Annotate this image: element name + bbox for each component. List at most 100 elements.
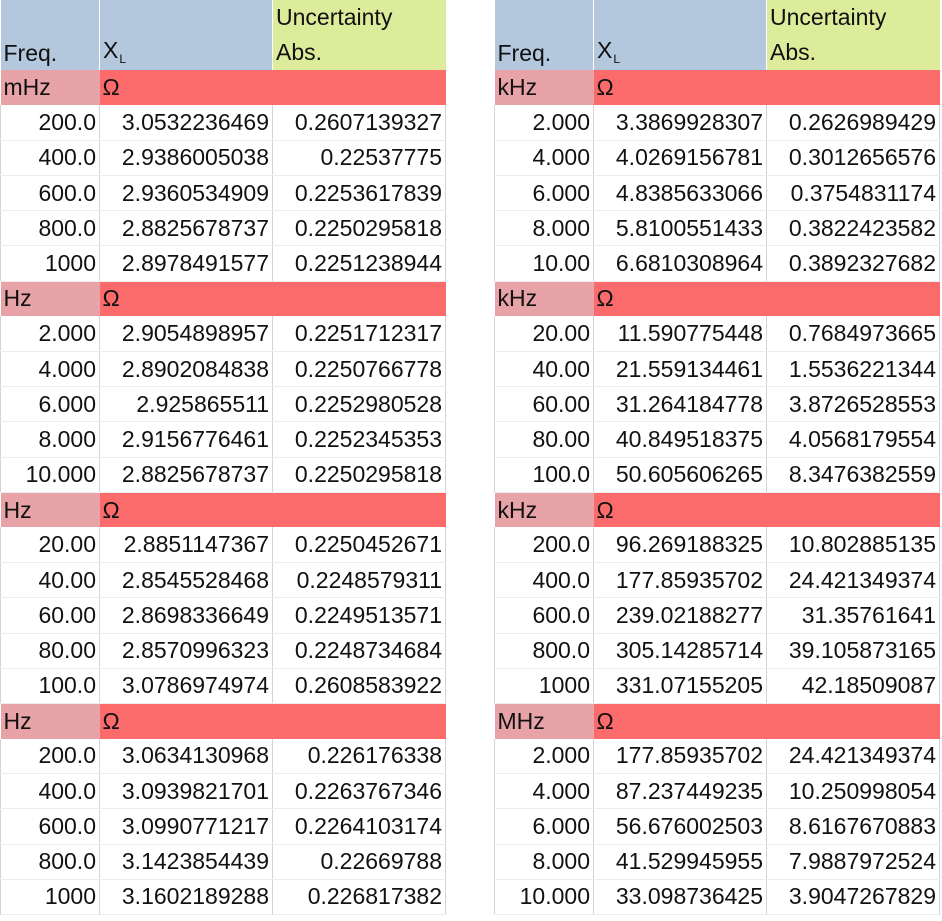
xl-cell: 3.0990771217	[99, 808, 273, 845]
xl-cell: 239.02188277	[593, 597, 767, 634]
uncertainty-cell: 0.2607139327	[272, 105, 446, 141]
table-row: 4.000 2.8902084838 0.2250766778	[0, 351, 446, 388]
table-row: 100.0 3.0786974974 0.2608583922	[0, 668, 446, 704]
table-row: 600.0 3.0990771217 0.2264103174	[0, 808, 446, 845]
freq-cell: 8.000	[494, 844, 594, 880]
xl-cell: 4.0269156781	[593, 140, 767, 177]
table-row: 600.0 2.9360534909 0.2253617839	[0, 175, 446, 212]
freq-cell: 40.00	[0, 562, 100, 599]
uncertainty-cell: 0.2264103174	[272, 808, 446, 845]
xl-cell: 2.9156776461	[99, 421, 273, 458]
xl-cell: 305.14285714	[593, 633, 767, 669]
unit-row: Hz Ω	[0, 281, 446, 317]
xl-cell: 21.559134461	[593, 351, 767, 388]
freq-cell: 60.00	[494, 386, 594, 423]
table-row: 10.00 6.6810308964 0.3892327682	[494, 245, 940, 282]
uncertainty-cell: 39.105873165	[766, 633, 940, 669]
xl-cell: 2.8570996323	[99, 633, 273, 669]
uncertainty-cell: 4.0568179554	[766, 421, 940, 458]
xl-cell: 2.8902084838	[99, 351, 273, 388]
unit-row: kHz Ω	[494, 281, 940, 317]
freq-unit-label: mHz	[0, 70, 100, 106]
freq-cell: 10.00	[494, 245, 594, 282]
table-row: 8.000 5.8100551433 0.3822423582	[494, 210, 940, 247]
freq-cell: 80.00	[0, 633, 100, 669]
freq-cell: 1000	[494, 668, 594, 704]
freq-cell: 800.0	[0, 210, 100, 247]
uncertainty-cell: 0.2252980528	[272, 386, 446, 423]
xl-cell: 87.237449235	[593, 773, 767, 810]
xl-cell: 2.9360534909	[99, 175, 273, 212]
table-row: 1000 331.07155205 42.18509087	[494, 668, 940, 704]
freq-cell: 400.0	[0, 773, 100, 810]
freq-unit-label: MHz	[494, 703, 594, 739]
freq-cell: 200.0	[0, 105, 100, 141]
table-row: 2.000 3.3869928307 0.2626989429	[494, 105, 940, 141]
freq-cell: 2.000	[494, 105, 594, 141]
freq-cell: 1000	[0, 879, 100, 916]
uncertainty-cell: 0.2251238944	[272, 245, 446, 282]
uncertainty-cell: 0.2250766778	[272, 351, 446, 388]
abs-header: Abs.	[272, 35, 446, 70]
uncertainty-cell: 42.18509087	[766, 668, 940, 704]
xl-cell: 177.85935702	[593, 562, 767, 599]
xl-cell: 177.85935702	[593, 738, 767, 775]
table-row: 400.0 177.85935702 24.421349374	[494, 562, 940, 599]
impedance-table-left: Freq. XL Uncertainty Abs. mHz Ω 200.0 3.0532236…	[0, 0, 446, 916]
freq-cell: 20.00	[494, 316, 594, 353]
table-row: 4.000 4.0269156781 0.3012656576	[494, 140, 940, 177]
freq-cell: 600.0	[0, 175, 100, 212]
uncertainty-cell: 8.6167670883	[766, 808, 940, 845]
xl-cell: 5.8100551433	[593, 210, 767, 247]
table-row: 20.00 11.590775448 0.7684973665	[494, 316, 940, 353]
uncertainty-cell: 0.2250452671	[272, 527, 446, 564]
table-row: 600.0 239.02188277 31.35761641	[494, 597, 940, 634]
uncertainty-cell: 0.2252345353	[272, 421, 446, 458]
value-unit-label: Ω	[99, 70, 446, 106]
uncertainty-header: Uncertainty	[272, 0, 446, 35]
xl-cell: 33.098736425	[593, 879, 767, 916]
uncertainty-cell: 0.2248579311	[272, 562, 446, 599]
table-row: 400.0 3.0939821701 0.2263767346	[0, 773, 446, 810]
freq-cell: 40.00	[494, 351, 594, 388]
header-row-2: Abs.	[1, 35, 446, 70]
unit-row: Hz Ω	[0, 492, 446, 528]
freq-cell: 20.00	[0, 527, 100, 564]
value-unit-label: Ω	[593, 70, 940, 106]
freq-unit-label: Hz	[0, 281, 100, 317]
xl-header-subscript: L	[613, 52, 621, 66]
table-row: 2.000 177.85935702 24.421349374	[494, 738, 940, 775]
table-row: 200.0 3.0532236469 0.2607139327	[0, 105, 446, 141]
uncertainty-cell: 3.9047267829	[766, 879, 940, 916]
value-unit-label: Ω	[99, 281, 446, 317]
xl-header-symbol: X	[597, 37, 613, 63]
uncertainty-cell: 0.2249513571	[272, 597, 446, 634]
freq-unit-label: kHz	[494, 70, 594, 106]
uncertainty-cell: 0.22537775	[272, 140, 446, 177]
freq-cell: 400.0	[0, 140, 100, 177]
freq-cell: 200.0	[0, 738, 100, 775]
freq-cell: 800.0	[494, 633, 594, 669]
header-row: Freq. XL Uncertainty	[494, 0, 940, 70]
table-row: 10.000 33.098736425 3.9047267829	[494, 879, 940, 916]
freq-cell: 6.000	[0, 386, 100, 423]
xl-cell: 2.8851147367	[99, 527, 273, 564]
xl-cell: 6.6810308964	[593, 245, 767, 282]
freq-cell: 600.0	[0, 808, 100, 845]
unit-row: Hz Ω	[0, 703, 446, 739]
xl-cell: 2.8825678737	[99, 457, 273, 493]
table-row: 1000 2.8978491577 0.2251238944	[0, 245, 446, 282]
xl-cell: 2.8978491577	[99, 245, 273, 282]
uncertainty-cell: 24.421349374	[766, 738, 940, 775]
xl-cell: 3.0939821701	[99, 773, 273, 810]
uncertainty-cell: 31.35761641	[766, 597, 940, 634]
xl-cell: 40.849518375	[593, 421, 767, 458]
table-row: 10.000 2.8825678737 0.2250295818	[0, 457, 446, 493]
freq-cell: 600.0	[494, 597, 594, 634]
xl-cell: 331.07155205	[593, 668, 767, 704]
table-row: 800.0 305.14285714 39.105873165	[494, 633, 940, 669]
table-row: 200.0 96.269188325 10.802885135	[494, 527, 940, 564]
uncertainty-header: Uncertainty	[766, 0, 940, 35]
freq-cell: 4.000	[494, 773, 594, 810]
freq-cell: 8.000	[494, 210, 594, 247]
